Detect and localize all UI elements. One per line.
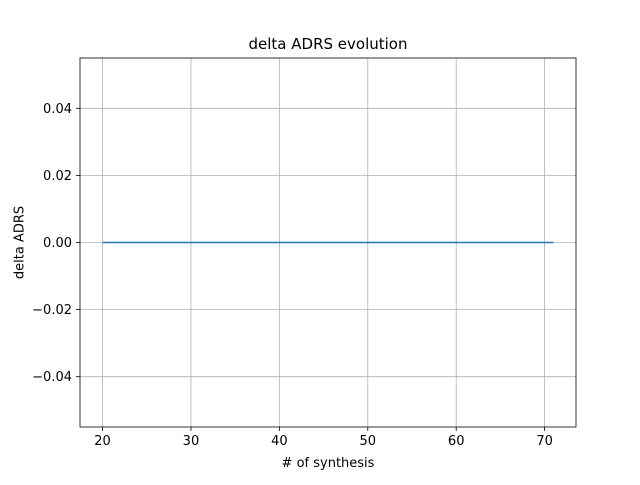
y-tick-label: 0.00 [43,236,72,251]
x-tick-label: 30 [183,434,200,449]
x-tick-label: 40 [271,434,288,449]
y-tick-label: −0.04 [32,370,72,385]
x-tick-label: 60 [448,434,465,449]
y-tick-label: −0.02 [32,303,72,318]
x-tick-label: 70 [536,434,553,449]
y-tick-label: 0.02 [43,169,72,184]
ticks: 20 30 40 50 60 70 −0.04 −0.02 0.00 0.02 0.04 [32,102,553,449]
x-axis-label: # of synthesis [282,456,375,471]
y-axis-label: delta ADRS [13,206,28,279]
chart-title: delta ADRS evolution [249,35,408,53]
x-tick-label: 50 [360,434,377,449]
x-tick-label: 20 [94,434,111,449]
y-tick-label: 0.04 [43,102,72,117]
